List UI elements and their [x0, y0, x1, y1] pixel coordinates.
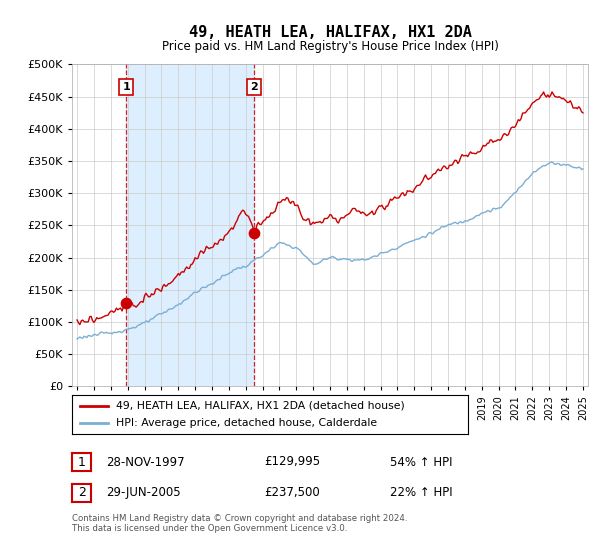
Text: 49, HEATH LEA, HALIFAX, HX1 2DA: 49, HEATH LEA, HALIFAX, HX1 2DA: [188, 25, 472, 40]
Point: [121, 298, 131, 307]
Text: 2: 2: [250, 82, 258, 92]
Text: 22% ↑ HPI: 22% ↑ HPI: [390, 486, 452, 500]
Text: £237,500: £237,500: [264, 486, 320, 500]
Text: 28-NOV-1997: 28-NOV-1997: [106, 455, 185, 469]
Text: 54% ↑ HPI: 54% ↑ HPI: [390, 455, 452, 469]
Text: Price paid vs. HM Land Registry's House Price Index (HPI): Price paid vs. HM Land Registry's House …: [161, 40, 499, 53]
Point: [249, 229, 259, 238]
Text: 29-JUN-2005: 29-JUN-2005: [106, 486, 181, 500]
Text: HPI: Average price, detached house, Calderdale: HPI: Average price, detached house, Cald…: [116, 418, 377, 428]
Text: 49, HEATH LEA, HALIFAX, HX1 2DA (detached house): 49, HEATH LEA, HALIFAX, HX1 2DA (detache…: [116, 401, 404, 411]
Text: 1: 1: [122, 82, 130, 92]
Bar: [126, 64, 254, 386]
Text: £129,995: £129,995: [264, 455, 320, 469]
Text: 2: 2: [77, 486, 86, 500]
Text: Contains HM Land Registry data © Crown copyright and database right 2024.
This d: Contains HM Land Registry data © Crown c…: [72, 514, 407, 533]
Text: 1: 1: [77, 455, 86, 469]
